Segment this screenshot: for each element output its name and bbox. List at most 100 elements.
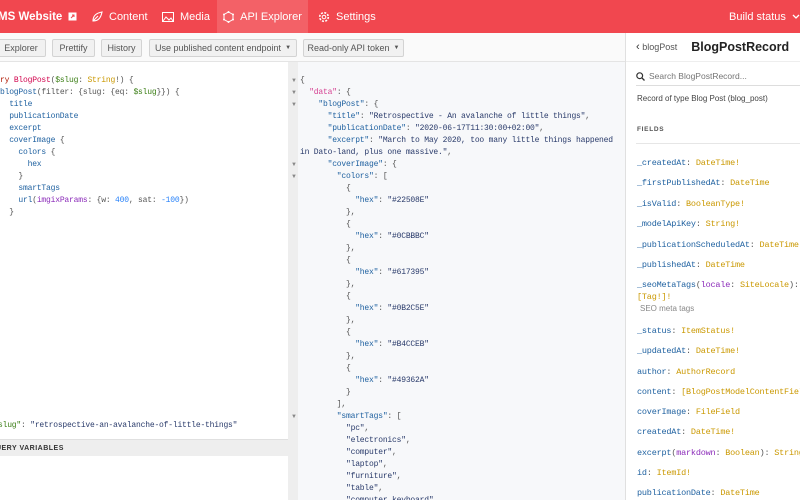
fold-arrow-icon[interactable]: ▼ bbox=[291, 102, 297, 108]
button-label: Explorer bbox=[4, 43, 38, 53]
code-token: "computer" bbox=[300, 448, 393, 457]
fold-arrow-icon[interactable]: ▼ bbox=[291, 174, 297, 180]
code-token: } bbox=[300, 388, 351, 397]
field-type: : bbox=[666, 367, 677, 377]
explorer-toolbar: Explorer Prettify History Use published … bbox=[0, 33, 625, 62]
field-type: DateTime bbox=[720, 488, 760, 498]
tab-content[interactable]: Content bbox=[89, 0, 150, 33]
field-type: : bbox=[730, 280, 740, 290]
fold-arrow-icon[interactable]: ▼ bbox=[291, 162, 297, 168]
query-variables-header[interactable]: QUERY VARIABLES bbox=[0, 439, 288, 456]
code-line: { bbox=[300, 291, 613, 303]
token-dropdown[interactable]: Read-only API token ▼ bbox=[303, 39, 404, 57]
history-button[interactable]: History bbox=[101, 39, 142, 57]
field-type: : bbox=[749, 240, 760, 250]
code-token: "data" bbox=[300, 88, 337, 97]
field-type: : bbox=[681, 427, 691, 437]
docs-title: BlogPostRecord bbox=[691, 40, 790, 54]
code-token: "March to May 2020, too many little thin… bbox=[378, 136, 613, 145]
field-name: _isValid bbox=[637, 199, 677, 209]
field-item[interactable]: createdAt: DateTime! bbox=[637, 426, 735, 438]
code-line: smartTags bbox=[0, 183, 189, 195]
field-item[interactable]: _publishedAt: DateTime bbox=[637, 259, 745, 271]
field-item[interactable]: _createdAt: DateTime! bbox=[637, 157, 740, 169]
code-line: "data": { bbox=[300, 87, 613, 99]
field-type: : bbox=[720, 178, 731, 188]
build-status-dropdown[interactable]: Build status bbox=[729, 0, 800, 33]
code-token: "Retrospective - An avalanche of little … bbox=[369, 112, 586, 121]
docs-search[interactable] bbox=[636, 67, 800, 86]
field-type: ItemStatus! bbox=[681, 326, 736, 336]
query-variables-code[interactable]: slug": "retrospective-an-avalanche-of-li… bbox=[0, 420, 237, 432]
result-code: { "data": { "blogPost": { "title": "Retr… bbox=[300, 75, 613, 500]
type-description: Record of type Blog Post (blog_post) bbox=[637, 94, 768, 103]
field-item[interactable]: _updatedAt: DateTime! bbox=[637, 345, 740, 357]
field-item[interactable]: id: ItemId! bbox=[637, 467, 691, 479]
field-item[interactable]: _publicationScheduledAt: DateTime bbox=[637, 239, 799, 251]
field-item[interactable]: publicationDate: DateTime bbox=[637, 487, 760, 499]
field-name: _firstPublishedAt bbox=[637, 178, 721, 188]
code-line: } bbox=[0, 171, 189, 183]
field-type: DateTime! bbox=[690, 427, 736, 437]
button-label: History bbox=[107, 43, 136, 53]
project-title[interactable]: MS Website bbox=[0, 0, 77, 33]
code-token: : bbox=[378, 340, 388, 349]
field-type: ( bbox=[695, 280, 701, 290]
field-type: FileField bbox=[695, 407, 740, 417]
tab-settings[interactable]: Settings bbox=[318, 0, 376, 33]
code-line: hex bbox=[0, 159, 189, 171]
field-item[interactable]: coverImage: FileField bbox=[637, 406, 740, 418]
result-viewer: { "data": { "blogPost": { "title": "Retr… bbox=[298, 62, 625, 500]
prettify-button[interactable]: Prettify bbox=[52, 39, 95, 57]
external-link-icon bbox=[68, 12, 77, 21]
code-token: "blogPost" bbox=[300, 100, 365, 109]
code-token: }, bbox=[300, 208, 356, 217]
field-item[interactable]: excerpt(markdown: Boolean): String bbox=[637, 447, 800, 459]
code-line: } bbox=[0, 207, 189, 219]
fold-arrow-icon[interactable]: ▼ bbox=[291, 78, 297, 84]
code-line: "hex": "#B4CCEB" bbox=[300, 339, 613, 351]
code-line: "colors": [ bbox=[300, 171, 613, 183]
build-status-label: Build status bbox=[729, 10, 786, 23]
code-token: slug" bbox=[0, 421, 22, 430]
code-token: }, bbox=[300, 352, 356, 361]
field-item[interactable]: _status: ItemStatus! bbox=[637, 325, 735, 337]
code-token: title bbox=[0, 100, 33, 109]
field-type: String! bbox=[705, 219, 741, 229]
code-line: } bbox=[300, 387, 613, 399]
query-code[interactable]: ry BlogPost($slug: String!) {blogPost(fi… bbox=[0, 75, 189, 219]
code-line: }, bbox=[300, 351, 613, 363]
docs-search-input[interactable] bbox=[649, 71, 789, 81]
code-token: { bbox=[300, 328, 351, 337]
code-token: : bbox=[378, 232, 388, 241]
field-type: ): bbox=[759, 448, 775, 458]
field-item[interactable]: _seoMetaTags(locale: SiteLocale): [Tag!]… bbox=[637, 279, 799, 315]
field-item[interactable]: content: [BlogPostModelContentField] bbox=[637, 386, 800, 398]
code-token: "table" bbox=[300, 484, 379, 493]
field-item[interactable]: _isValid: BooleanType! bbox=[637, 198, 745, 210]
code-token: "smartTags" bbox=[300, 412, 388, 421]
tab-api-explorer[interactable]: API Explorer bbox=[217, 0, 308, 33]
code-token: excerpt bbox=[0, 124, 42, 133]
code-token: : bbox=[378, 376, 388, 385]
fold-arrow-icon[interactable]: ▼ bbox=[291, 414, 297, 420]
fold-arrow-icon[interactable]: ▼ bbox=[291, 90, 297, 96]
query-editor[interactable]: ry BlogPost($slug: String!) {blogPost(fi… bbox=[0, 62, 288, 500]
field-item[interactable]: _modelApiKey: String! bbox=[637, 218, 740, 230]
field-type: ( bbox=[671, 448, 677, 458]
graphql-icon bbox=[223, 10, 235, 23]
tab-media[interactable]: Media bbox=[162, 0, 210, 33]
code-token: in Dato-land, plus one massive." bbox=[300, 148, 448, 157]
code-token: : { bbox=[336, 88, 351, 97]
code-token: }) bbox=[179, 196, 189, 205]
endpoint-dropdown[interactable]: Use published content endpoint ▼ bbox=[149, 39, 297, 57]
code-token: }, bbox=[300, 280, 356, 289]
field-item[interactable]: author: AuthorRecord bbox=[637, 366, 735, 378]
explorer-button[interactable]: Explorer bbox=[0, 39, 46, 57]
back-button[interactable]: ‹ blogPost bbox=[636, 41, 677, 53]
field-item[interactable]: _firstPublishedAt: DateTime bbox=[637, 177, 770, 189]
code-token: : bbox=[359, 112, 370, 121]
code-token: "#0CBBBC" bbox=[387, 232, 429, 241]
code-token: : bbox=[78, 76, 88, 85]
field-type: : bbox=[686, 158, 696, 168]
